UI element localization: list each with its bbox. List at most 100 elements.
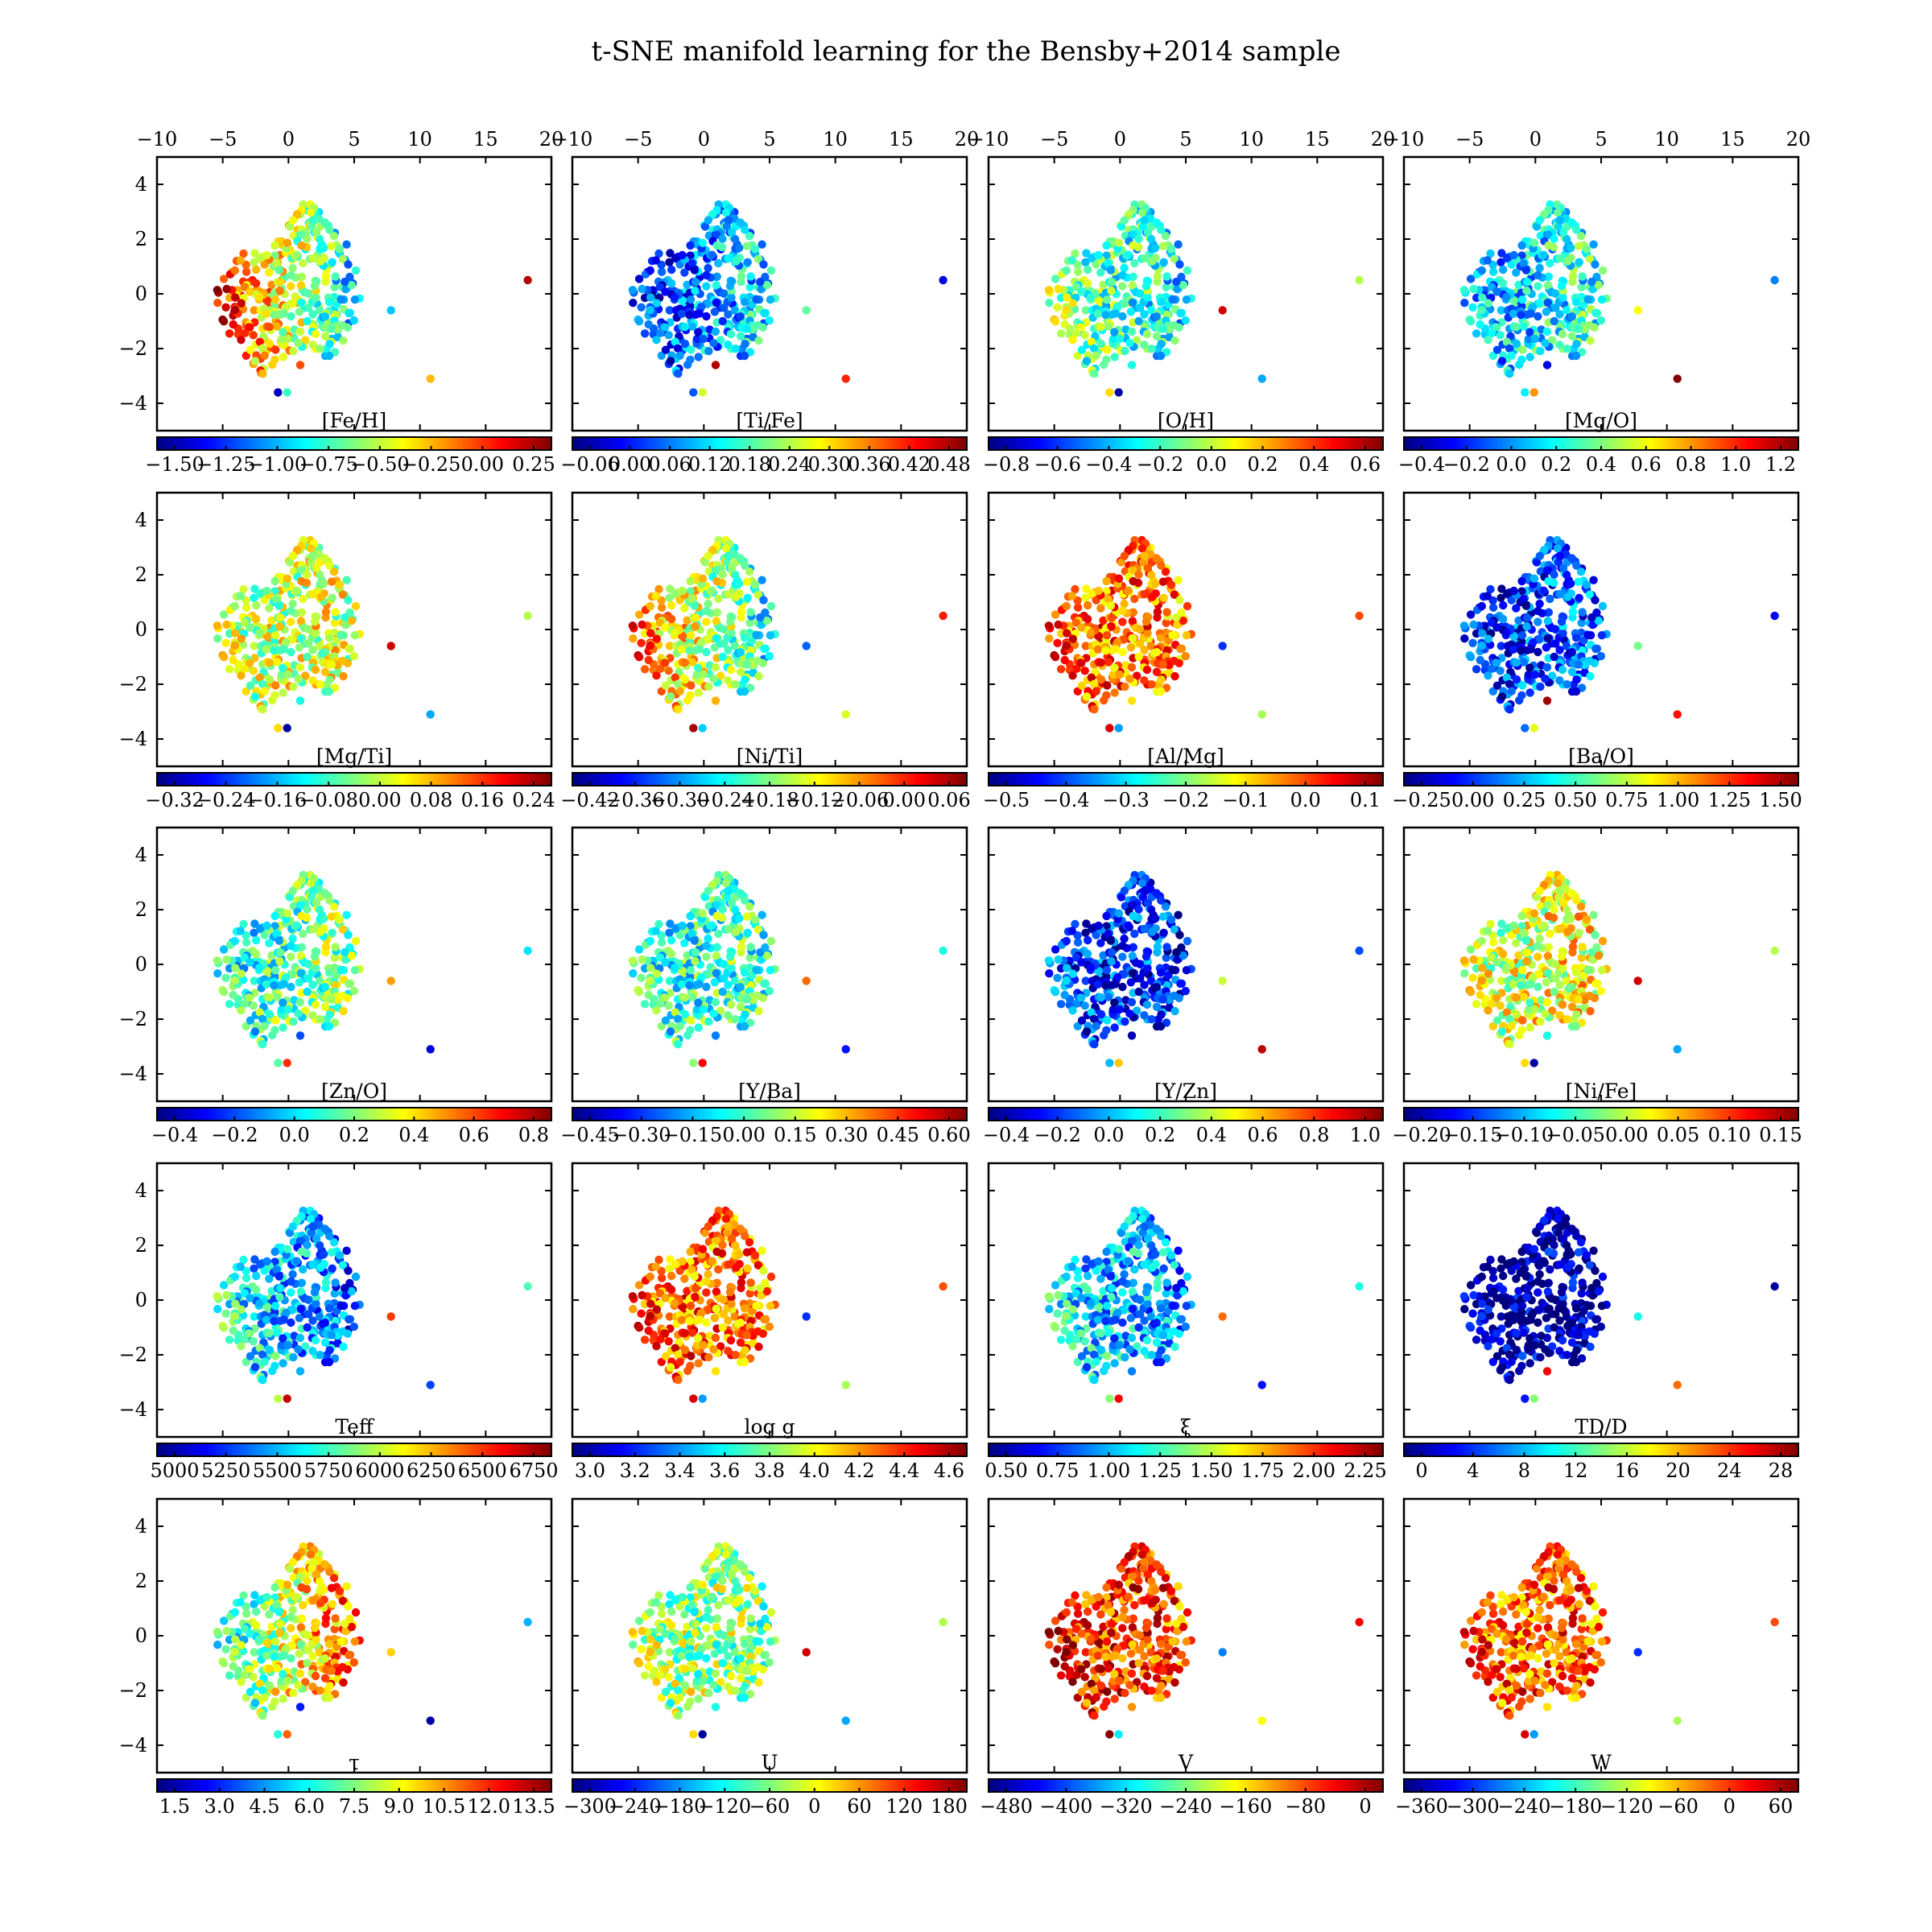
data-point [725,282,735,291]
data-point [661,287,670,296]
data-point [758,240,766,249]
data-point [1121,682,1129,691]
data-point [1459,286,1469,295]
data-point [1550,570,1558,579]
data-point [661,345,671,354]
data-point [694,328,703,336]
data-point [270,576,279,586]
data-point [741,340,749,349]
data-point [752,965,761,975]
data-point [1056,1000,1066,1009]
data-point [1101,311,1110,320]
data-point [1152,648,1162,657]
data-point [1118,982,1127,992]
data-point [275,266,283,275]
colorbar-tick-label: −0.06 [560,453,620,476]
data-point [704,599,712,609]
data-point [231,629,240,638]
data-point [1096,658,1105,667]
data-point [1140,1011,1149,1020]
data-point [675,1022,684,1030]
data-point [1544,272,1554,281]
axes-frame [987,155,1385,432]
data-point [638,955,646,964]
data-point [1156,968,1166,977]
data-point [255,964,264,972]
data-point [666,1027,675,1036]
data-point [1146,306,1156,315]
data-point [665,306,674,315]
data-point [1498,614,1508,624]
data-point [1517,576,1526,586]
data-point [270,355,279,364]
data-point [239,584,248,594]
data-point [1096,268,1105,277]
data-point [1497,1027,1507,1036]
data-point [1067,592,1076,601]
data-point [1090,369,1099,378]
data-point [802,306,811,315]
data-point [1571,298,1581,307]
colorbar-tick-label: 1.50 [1759,789,1802,811]
data-point [213,956,222,965]
data-point [1562,306,1571,315]
data-point [1571,968,1581,977]
data-point [1505,344,1514,353]
data-point [325,675,334,684]
data-point [644,320,653,329]
data-point [1114,1059,1123,1067]
colorbar-tick-label: 0.00 [1451,789,1494,811]
data-point [293,546,302,555]
colorbar-tick-label: 0.60 [927,1124,970,1146]
data-point [721,879,731,888]
data-point [1162,943,1171,952]
data-point [258,344,267,353]
colorbar-tick-label: 0.24 [512,789,555,811]
data-point [802,976,811,985]
data-point [736,667,745,676]
data-point [341,277,349,287]
data-point [1087,629,1096,638]
data-point [295,643,304,652]
panel: 420−2−4−10 −5 0 5 10 15 20[Fe/H]−1.50−1.25−1.0… [119,128,564,476]
data-point [1176,979,1185,989]
data-point [270,241,279,250]
data-point [341,621,350,630]
y-tick-label: 4 [135,173,147,196]
data-point [1077,623,1086,632]
data-point [718,905,727,914]
data-point [272,595,281,604]
data-point [1596,316,1606,325]
panel-label: [Ni/Fe] [1566,1080,1637,1103]
data-point [1166,915,1176,924]
x-tick-label: −5 [208,128,237,151]
colorbar-tick-label: 0.00 [358,789,401,811]
data-point [1148,592,1157,601]
data-point [634,317,644,326]
data-point [1468,973,1477,983]
y-tick-label: 2 [135,898,147,921]
data-point [724,924,733,934]
data-point [316,1015,324,1024]
data-point [742,324,751,333]
data-point [1558,898,1568,907]
x-tick-label: −10 [968,128,1009,151]
panel-label: [Al/Mg] [1147,745,1224,768]
data-point [1143,293,1152,302]
data-point [255,673,264,682]
data-point [698,238,708,247]
data-point [1567,914,1575,923]
data-point [1115,670,1125,679]
data-point [1509,296,1519,305]
data-point [1562,234,1571,244]
data-point [750,580,760,589]
data-point [219,610,229,619]
colorbar-tick-label: 0.00 [1605,1124,1648,1146]
data-point [1517,646,1525,655]
data-point [758,576,766,584]
data-point [742,577,752,586]
data-point [306,879,316,888]
data-point [1509,980,1518,989]
data-point [303,960,313,968]
data-point [680,993,689,1002]
